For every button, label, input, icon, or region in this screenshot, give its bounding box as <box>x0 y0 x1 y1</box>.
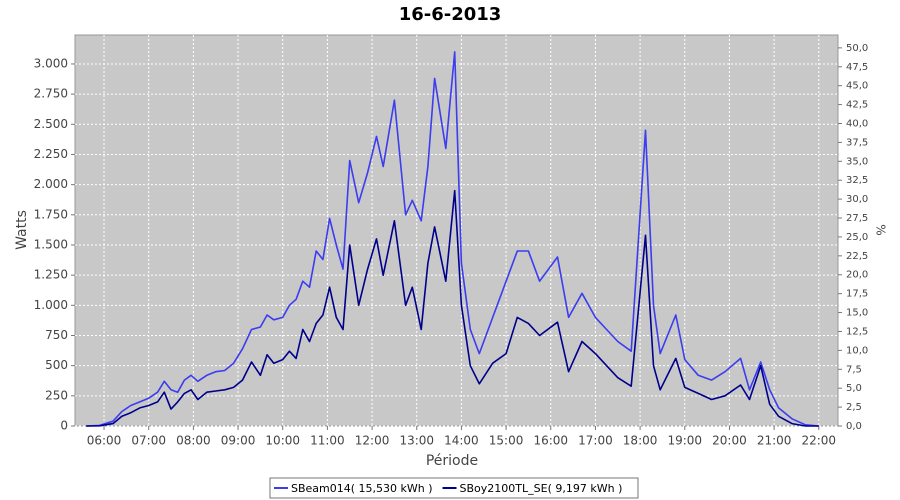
y-tick-label: 1.750 <box>34 207 68 221</box>
y-tick-label: 0 <box>60 419 68 433</box>
x-tick-label: 22:00 <box>801 434 836 448</box>
y2-tick-label: 27,5 <box>846 213 868 224</box>
y2-tick-label: 7,5 <box>846 364 862 375</box>
x-axis-label: Période <box>426 453 478 469</box>
y2-tick-label: 37,5 <box>846 137 868 148</box>
y2-tick-label: 47,5 <box>846 62 868 73</box>
y2-tick-label: 12,5 <box>846 326 868 337</box>
x-tick-label: 19:00 <box>667 434 702 448</box>
x-tick-label: 18:00 <box>623 434 658 448</box>
x-tick-label: 13:00 <box>399 434 434 448</box>
y2-tick-label: 30,0 <box>846 194 868 205</box>
y2-tick-label: 32,5 <box>846 175 868 186</box>
y2-axis-label: % <box>874 224 888 235</box>
y2-tick-label: 15,0 <box>846 308 868 319</box>
y2-tick-label: 25,0 <box>846 232 868 243</box>
y-tick-label: 2.500 <box>34 117 68 131</box>
y2-tick-label: 2,5 <box>846 402 862 413</box>
x-tick-label: 09:00 <box>221 434 256 448</box>
legend-label: SBeam014( 15,530 kWh ) <box>291 482 433 495</box>
x-tick-label: 16:00 <box>533 434 568 448</box>
y2-tick-label: 50,0 <box>846 43 868 54</box>
x-tick-label: 08:00 <box>176 434 211 448</box>
x-tick-label: 14:00 <box>444 434 479 448</box>
x-tick-label: 07:00 <box>131 434 166 448</box>
y-tick-label: 500 <box>45 358 68 372</box>
y-tick-label: 2.250 <box>34 147 68 161</box>
x-tick-label: 21:00 <box>757 434 792 448</box>
y2-tick-label: 45,0 <box>846 81 868 92</box>
x-tick-label: 17:00 <box>578 434 613 448</box>
y2-tick-label: 40,0 <box>846 118 868 129</box>
y2-tick-label: 42,5 <box>846 100 868 111</box>
series-line <box>86 189 819 427</box>
y2-tick-label: 10,0 <box>846 345 868 356</box>
y-tick-label: 2.000 <box>34 177 68 191</box>
y-tick-label: 2.750 <box>34 87 68 101</box>
x-tick-label: 06:00 <box>87 434 122 448</box>
x-tick-label: 15:00 <box>489 434 524 448</box>
y2-tick-label: 20,0 <box>846 270 868 281</box>
y-axis-label: Watts <box>14 210 30 250</box>
x-tick-label: 10:00 <box>265 434 300 448</box>
legend-label: SBoy2100TL_SE( 9,197 kWh ) <box>460 482 623 495</box>
y-tick-label: 1.500 <box>34 237 68 251</box>
y-tick-label: 3.000 <box>34 56 68 70</box>
y-tick-label: 750 <box>45 328 68 342</box>
y-tick-label: 1.250 <box>34 268 68 282</box>
series-line <box>86 51 819 427</box>
y2-tick-label: 17,5 <box>846 289 868 300</box>
y-tick-label: 1.000 <box>34 298 68 312</box>
y2-tick-label: 35,0 <box>846 156 868 167</box>
y-tick-label: 250 <box>45 388 68 402</box>
y2-tick-label: 0,0 <box>846 421 862 432</box>
y2-tick-label: 22,5 <box>846 251 868 262</box>
x-tick-label: 20:00 <box>712 434 747 448</box>
chart-title: 16-6-2013 <box>399 4 502 25</box>
x-tick-label: 11:00 <box>310 434 345 448</box>
x-tick-label: 12:00 <box>355 434 390 448</box>
y2-tick-label: 5,0 <box>846 383 862 394</box>
